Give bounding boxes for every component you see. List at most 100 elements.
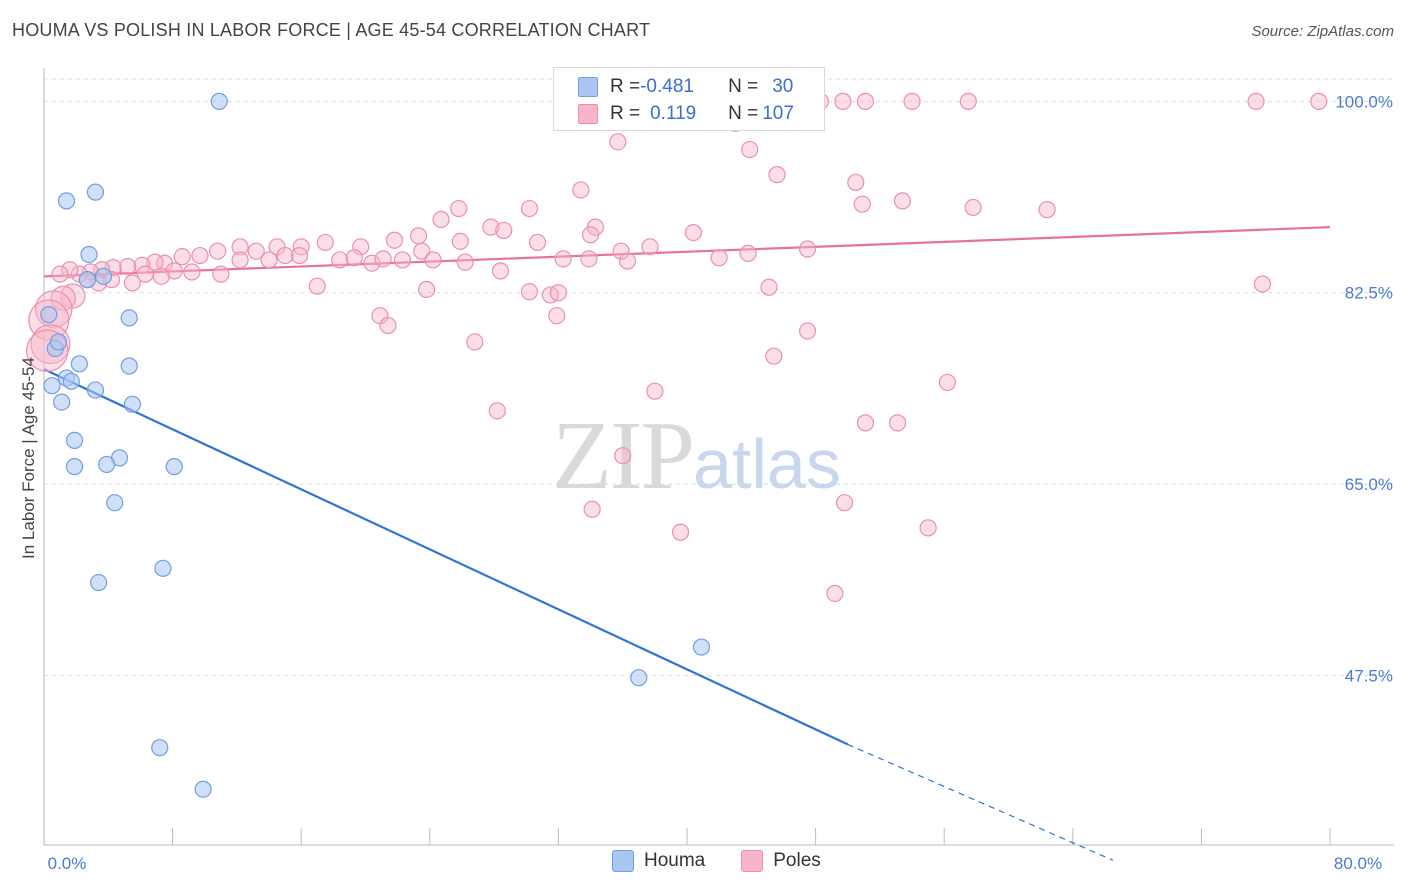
poles-point <box>888 414 907 432</box>
poles-point <box>482 218 500 236</box>
poles-point <box>183 263 201 281</box>
houma-point <box>53 393 71 411</box>
watermark: ZIPatlas <box>552 400 841 512</box>
poles-point <box>834 92 852 110</box>
poles-point <box>260 251 278 269</box>
houma-point <box>120 309 138 327</box>
stats-legend: R = -0.481 N = 30 R = 0.119 N = 107 <box>553 67 825 131</box>
poles-point <box>1247 92 1265 110</box>
houma-point <box>65 458 84 476</box>
poles-point <box>856 92 875 110</box>
poles-point <box>152 267 170 285</box>
poles-point <box>165 262 183 280</box>
houma-point <box>65 431 84 449</box>
poles-trend-line <box>43 226 1331 278</box>
poles-point <box>1310 92 1328 110</box>
poles-point <box>231 238 249 256</box>
poles-point <box>450 199 468 218</box>
houma-point <box>94 267 113 285</box>
poles-point <box>456 253 474 271</box>
poles-point <box>146 253 164 271</box>
legend-n-value: 107 <box>762 103 794 124</box>
poles-point <box>572 181 590 199</box>
poles-point <box>893 192 912 210</box>
poles-point <box>247 242 265 260</box>
houma-point <box>57 192 76 210</box>
legend-n-label: N = <box>728 76 759 97</box>
chart-title: HOUMA VS POLISH IN LABOR FORCE | AGE 45-… <box>12 20 651 40</box>
houma-point <box>43 377 61 395</box>
poles-point <box>451 232 469 250</box>
houma-point <box>86 381 105 399</box>
legend-n-label: N = <box>728 103 759 124</box>
x-tick-label-max: 80.0% <box>1334 854 1382 873</box>
poles-point <box>1253 275 1272 293</box>
poles-point <box>118 257 137 276</box>
houma-point <box>70 355 88 373</box>
poles-point <box>798 322 817 340</box>
source-label: Source: ZipAtlas.com <box>1251 23 1394 40</box>
houma-point <box>106 494 124 512</box>
poles-point <box>618 252 637 270</box>
poles-point <box>580 250 598 268</box>
poles-point <box>424 251 442 269</box>
poles-point <box>379 316 397 335</box>
poles-point <box>739 244 757 262</box>
poles-point <box>61 261 79 279</box>
poles-point <box>760 278 778 296</box>
houma-point <box>692 638 711 656</box>
poles-point <box>363 254 381 272</box>
houma-swatch <box>578 77 598 97</box>
houma-point <box>62 372 80 390</box>
poles-point <box>231 251 249 269</box>
poles-point <box>826 584 844 603</box>
poles-point <box>191 246 209 265</box>
y-tick-label: 82.5% <box>1345 284 1393 303</box>
poles-point <box>133 256 151 275</box>
legend-item-houma: Houma <box>612 850 705 872</box>
poles-point <box>710 249 728 267</box>
houma-point <box>123 395 142 413</box>
poles-point <box>432 210 450 229</box>
poles-point <box>856 414 875 432</box>
poles-point <box>765 347 783 365</box>
houma-point <box>90 573 108 592</box>
poles-point <box>528 233 547 252</box>
axes <box>43 68 1394 846</box>
poles-point <box>847 173 865 191</box>
poles-legend-label: Poles <box>773 850 821 871</box>
poles-point <box>853 195 871 213</box>
houma-point <box>151 739 169 757</box>
legend-r-label: R = <box>610 76 641 97</box>
poles-point <box>316 233 334 252</box>
poles-point <box>614 447 632 465</box>
poles-point <box>495 221 513 240</box>
y-tick-label: 65.0% <box>1345 475 1393 494</box>
houma-point <box>210 92 228 110</box>
poles-point <box>554 250 572 268</box>
poles-point <box>352 238 370 256</box>
poles-point <box>903 92 921 110</box>
houma-point <box>80 245 98 264</box>
legend-row-houma: R = -0.481 N = 30 <box>578 75 793 99</box>
poles-point <box>276 246 294 265</box>
series-legend: Houma Poles <box>612 850 857 872</box>
houma-legend-label: Houma <box>644 850 706 871</box>
poles-point <box>520 199 539 218</box>
poles-point <box>959 92 977 110</box>
poles-point <box>549 284 568 302</box>
houma-trend-line <box>43 368 849 746</box>
poles-point <box>1038 201 1056 219</box>
poles-point <box>641 238 659 256</box>
houma-point <box>165 458 183 476</box>
poles-point <box>417 280 436 299</box>
poles-point <box>609 133 627 151</box>
poles-point <box>741 140 759 159</box>
poles-point <box>374 250 392 268</box>
poles-legend-swatch <box>741 850 764 872</box>
watermark-atlas: atlas <box>693 425 841 503</box>
poles-point <box>548 307 566 325</box>
poles-point <box>409 227 428 245</box>
poles-point <box>491 262 510 280</box>
